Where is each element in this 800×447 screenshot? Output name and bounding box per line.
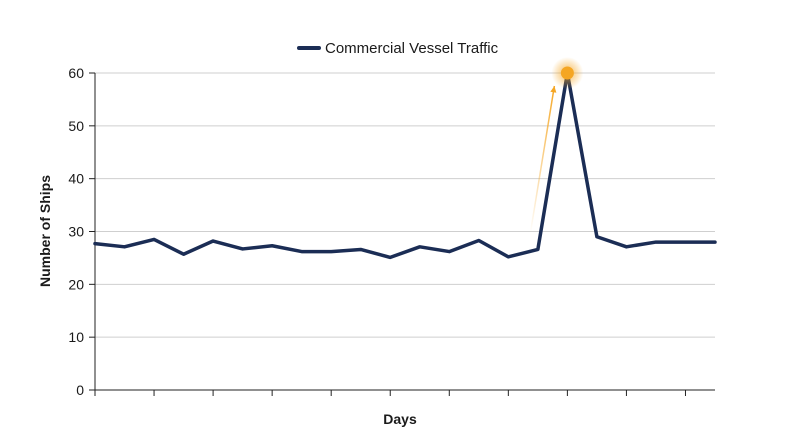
peak-point xyxy=(560,66,574,80)
x-axis-title: Days xyxy=(383,411,417,427)
peak-highlight xyxy=(529,85,557,234)
y-tick-labels: 0 10 20 30 40 50 60 xyxy=(68,65,84,398)
series xyxy=(93,71,717,260)
legend: Commercial Vessel Traffic xyxy=(297,40,499,57)
y-tick-label-30: 30 xyxy=(68,224,84,240)
y-tick-label-20: 20 xyxy=(68,276,84,292)
y-tick-label-50: 50 xyxy=(68,118,84,134)
y-tick-label-10: 10 xyxy=(68,329,84,345)
series-line xyxy=(93,71,717,260)
y-axis-title: Number of Ships xyxy=(37,175,53,287)
highlight-arrow-shaft xyxy=(529,85,556,234)
peak-marker xyxy=(551,57,584,89)
highlight-arrow-head xyxy=(550,86,557,93)
legend-label: Commercial Vessel Traffic xyxy=(325,40,499,57)
gridlines xyxy=(95,72,715,338)
y-tick-label-0: 0 xyxy=(76,382,84,398)
y-tick-label-60: 60 xyxy=(68,65,84,81)
x-tick-marks xyxy=(94,390,686,396)
y-tick-label-40: 40 xyxy=(68,171,84,187)
axes xyxy=(89,72,715,391)
